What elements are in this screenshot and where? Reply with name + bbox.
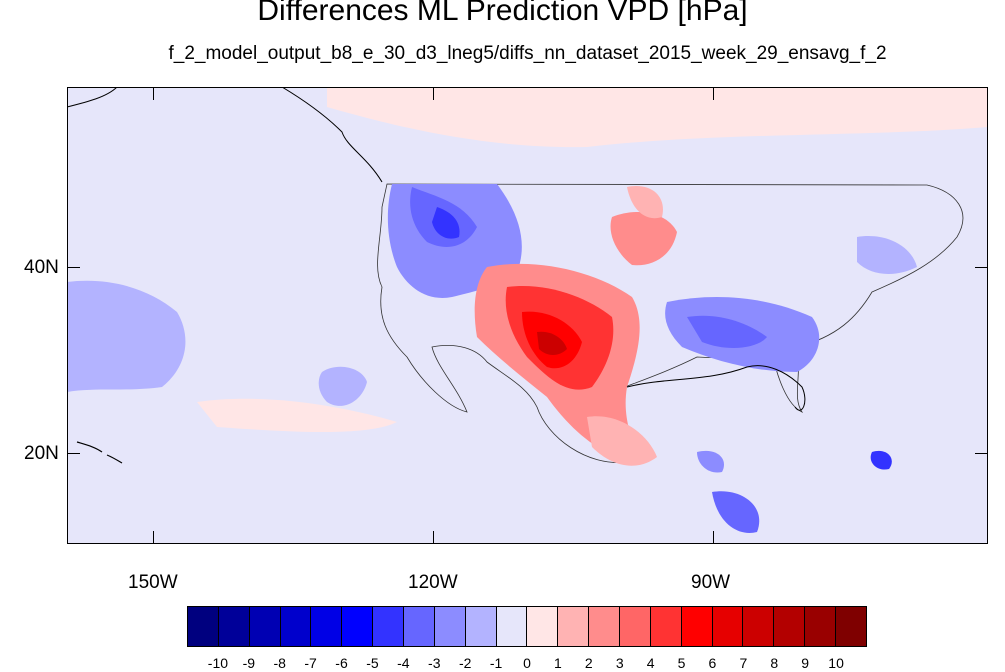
colorbar-tick-label: -9 bbox=[242, 655, 256, 671]
northwest-core-negative bbox=[432, 207, 460, 239]
x-tick-top-90w bbox=[713, 87, 714, 100]
colorbar-swatch bbox=[280, 607, 312, 646]
colorbar-tick-label: 8 bbox=[770, 655, 779, 671]
colorbar-tick-label: 2 bbox=[584, 655, 593, 671]
colorbar-tick-label: 7 bbox=[739, 655, 748, 671]
colorbar-labels: -10 -9 -8 -7 -6 -5 -4 -3 -2 -1 0 1 2 3 4 5 6 7 8 9 10 bbox=[187, 655, 867, 672]
y-label-40n: 40N bbox=[24, 257, 59, 278]
y-tick-left-20n bbox=[67, 453, 80, 454]
colorbar-swatch bbox=[558, 607, 590, 646]
x-tick-bottom-90w bbox=[713, 531, 714, 544]
colorbar-tick-label: 9 bbox=[801, 655, 810, 671]
colorbar-tick-label: 4 bbox=[646, 655, 655, 671]
x-label-120w: 120W bbox=[408, 572, 458, 593]
northeast-negative-region bbox=[857, 236, 917, 274]
colorbar-tick-label: -10 bbox=[207, 655, 229, 671]
x-tick-top-120w bbox=[433, 87, 434, 100]
plains-positive-band bbox=[627, 186, 663, 219]
colorbar-swatch bbox=[589, 607, 621, 646]
y-tick-right-40n bbox=[975, 267, 988, 268]
pacific-negative-region bbox=[67, 280, 186, 392]
colorbar-tick-label: -6 bbox=[335, 655, 348, 671]
y-tick-right-20n bbox=[975, 453, 988, 454]
central-america-negative bbox=[712, 491, 760, 533]
map-subtitle: f_2_model_output_b8_e_30_d3_lneg5/diffs_… bbox=[168, 43, 887, 64]
colorbar-tick-label: -4 bbox=[397, 655, 410, 671]
colorbar-swatch bbox=[342, 607, 374, 646]
colorbar-swatch bbox=[311, 607, 343, 646]
colorbar-swatch bbox=[373, 607, 405, 646]
y-tick-left-40n bbox=[67, 267, 80, 268]
colorbar-swatch bbox=[188, 607, 219, 646]
colorbar-tick-label: 3 bbox=[615, 655, 624, 671]
x-tick-top-150w bbox=[153, 87, 154, 100]
colorbar-tick-label: -8 bbox=[273, 655, 286, 671]
colorbar-swatch bbox=[805, 607, 837, 646]
colorbar-swatch bbox=[465, 607, 497, 646]
mexico-positive-region bbox=[587, 416, 657, 466]
plains-positive-region bbox=[610, 212, 677, 266]
colorbar-tick-label: -7 bbox=[304, 655, 317, 671]
colorbar-swatch bbox=[650, 607, 682, 646]
x-label-150w: 150W bbox=[128, 572, 178, 593]
map-title: Differences ML Prediction VPD [hPa] bbox=[257, 0, 748, 27]
colorbar-swatch bbox=[620, 607, 651, 646]
colorbar-swatch bbox=[404, 607, 435, 646]
x-tick-bottom-120w bbox=[433, 531, 434, 544]
pacific-negative-blob bbox=[318, 366, 367, 406]
colorbar-swatch bbox=[218, 607, 250, 646]
northern-positive-band bbox=[327, 87, 988, 148]
colorbar-tick-label: 0 bbox=[523, 655, 531, 671]
caribbean-negative bbox=[870, 450, 892, 470]
gulf-coastline bbox=[626, 365, 806, 411]
colorbar-tick-label: -3 bbox=[428, 655, 441, 671]
colorbar-tick-label: 6 bbox=[708, 655, 717, 671]
colorbar-swatch bbox=[836, 607, 866, 646]
southeast-strong-negative bbox=[687, 315, 767, 349]
colorbar-tick-label: -1 bbox=[489, 655, 503, 671]
vpd-difference-map bbox=[67, 87, 988, 544]
colorbar-tick-label: 5 bbox=[677, 655, 686, 671]
bc-coastline bbox=[281, 87, 383, 183]
colorbar-swatch bbox=[434, 607, 466, 646]
colorbar-swatch bbox=[743, 607, 775, 646]
hawaii-islands bbox=[76, 441, 123, 464]
pacific-positive-streak bbox=[197, 398, 397, 432]
colorbar-swatch bbox=[774, 607, 806, 646]
y-label-20n: 20N bbox=[24, 443, 59, 464]
colorbar-swatch bbox=[681, 607, 713, 646]
colorbar-tick-label: 10 bbox=[828, 655, 844, 671]
colorbar-swatch bbox=[496, 607, 528, 646]
colorbar-swatch bbox=[249, 607, 281, 646]
x-tick-bottom-150w bbox=[153, 531, 154, 544]
colorbar-tick-label: 1 bbox=[554, 655, 562, 671]
colorbar bbox=[187, 606, 867, 647]
colorbar-swatch bbox=[527, 607, 559, 646]
colorbar-swatch bbox=[712, 607, 744, 646]
pacific-mexico-negative bbox=[697, 450, 725, 473]
southwest-peak-positive bbox=[537, 331, 567, 355]
map-canvas bbox=[67, 87, 988, 544]
colorbar-tick-label: -5 bbox=[366, 655, 379, 671]
colorbar-tick-label: -2 bbox=[458, 655, 472, 671]
x-label-90w: 90W bbox=[691, 572, 731, 593]
